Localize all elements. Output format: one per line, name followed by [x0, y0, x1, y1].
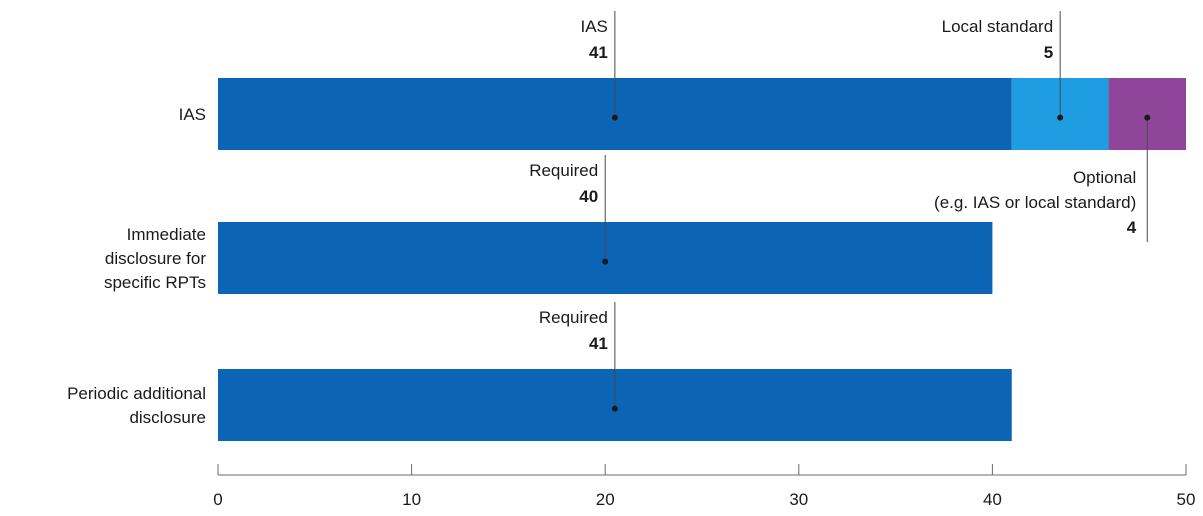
- annotation-value: 41: [589, 334, 608, 353]
- annotation-dot: [611, 114, 618, 121]
- category-labels: IAS Immediate disclosure for specific RPTs P…: [67, 105, 206, 427]
- annotation-label: Local standard: [942, 17, 1054, 36]
- annotation: Optional (e.g. IAS or local standard) 4: [934, 114, 1151, 242]
- annotation-label: IAS: [580, 17, 607, 36]
- annotation-dot: [1057, 114, 1064, 121]
- annotation-label: Required: [529, 161, 598, 180]
- x-tick-label: 40: [983, 490, 1002, 509]
- x-axis: 0 10 20 30 40 50: [213, 464, 1195, 509]
- annotation-label: Optional: [1073, 168, 1136, 187]
- annotation: IAS 41: [580, 11, 618, 121]
- x-tick-label: 30: [789, 490, 808, 509]
- annotation: Required 40: [529, 155, 609, 265]
- x-tick-label: 0: [213, 490, 222, 509]
- category-label-line: IAS: [179, 105, 206, 124]
- annotation-value: 4: [1127, 218, 1137, 237]
- x-tick-label: 10: [402, 490, 421, 509]
- category-label: Immediate disclosure for specific RPTs: [104, 225, 206, 292]
- category-label-line: disclosure for: [105, 249, 206, 268]
- annotation-dot: [1144, 114, 1151, 121]
- category-label-line: disclosure: [129, 408, 206, 427]
- annotation-dot: [602, 258, 609, 265]
- category-label-line: specific RPTs: [104, 273, 206, 292]
- annotation-value: 40: [579, 187, 598, 206]
- category-label-line: Immediate: [127, 225, 206, 244]
- category-label-line: Periodic additional: [67, 384, 206, 403]
- annotation-label: Required: [539, 308, 608, 327]
- x-tick-label: 20: [596, 490, 615, 509]
- category-label: IAS: [179, 105, 206, 124]
- annotations-layer: IAS 41 Local standard 5 Optional (e.g. IAS or…: [529, 11, 1151, 412]
- annotation-dot: [611, 405, 618, 412]
- annotation-value: 41: [589, 43, 608, 62]
- category-label: Periodic additional disclosure: [67, 384, 206, 427]
- annotation: Required 41: [539, 302, 618, 412]
- bars-layer: [218, 78, 1186, 441]
- x-tick-label: 50: [1177, 490, 1196, 509]
- annotation: Local standard 5: [942, 11, 1064, 121]
- annotation-label: (e.g. IAS or local standard): [934, 193, 1136, 212]
- annotation-value: 5: [1044, 43, 1053, 62]
